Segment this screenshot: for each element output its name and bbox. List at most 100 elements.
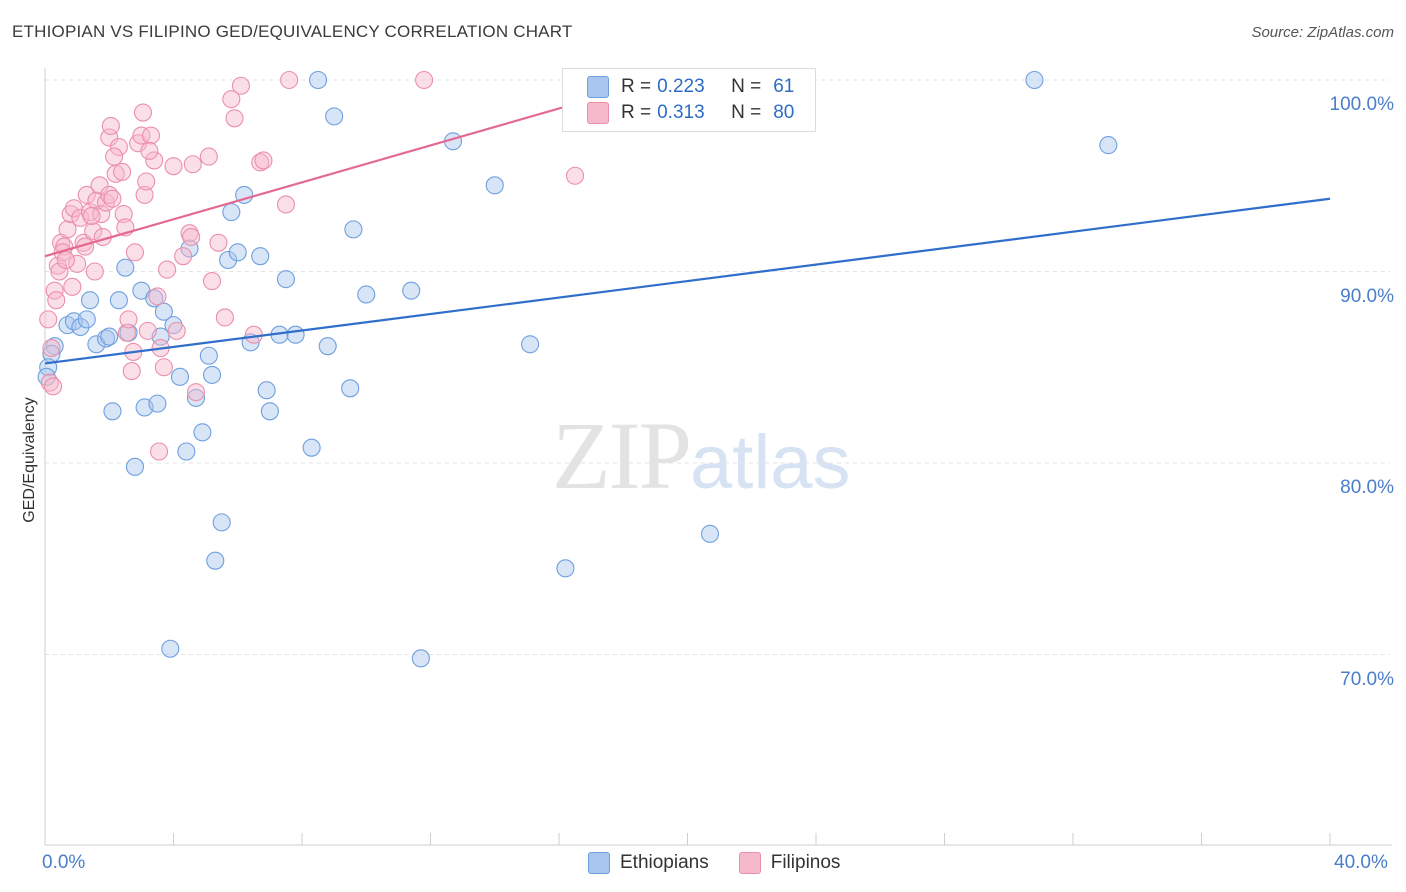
data-point-ethiopians [103, 402, 122, 421]
legend-label-filipinos: Filipinos [770, 852, 841, 873]
data-point-filipinos [68, 254, 87, 273]
data-point-filipinos [149, 442, 169, 461]
data-point-filipinos [167, 321, 186, 340]
data-point-filipinos [105, 147, 124, 166]
data-point-ethiopians [1025, 70, 1044, 90]
data-point-filipinos [199, 147, 218, 166]
y-tick-label: 80.0% [1340, 477, 1394, 498]
data-point-ethiopians [700, 524, 720, 543]
trend-line-ethiopians [44, 197, 1331, 365]
data-point-filipinos [77, 185, 96, 204]
data-point-filipinos [415, 70, 434, 90]
data-point-filipinos [42, 339, 61, 358]
data-point-filipinos [100, 128, 119, 147]
data-point-ethiopians [116, 258, 135, 277]
data-point-filipinos [47, 291, 66, 310]
y-tick-label: 100.0% [1329, 94, 1394, 115]
data-point-filipinos [133, 103, 153, 122]
data-point-ethiopians [212, 513, 231, 532]
data-point-ethiopians [302, 438, 321, 457]
data-point-ethiopians [109, 291, 128, 310]
data-point-filipinos [39, 310, 58, 329]
data-point-filipinos [566, 166, 585, 185]
data-point-filipinos [114, 205, 133, 224]
data-point-ethiopians [325, 107, 344, 126]
data-point-ethiopians [556, 559, 575, 578]
data-point-filipinos [244, 325, 263, 344]
legend-item-ethiopians[interactable]: Ethiopians [588, 852, 709, 874]
y-axis-label: GED/Equivalency [21, 397, 38, 523]
swatch-filipinos [587, 102, 609, 124]
data-point-filipinos [138, 321, 157, 340]
data-point-ethiopians [80, 291, 100, 310]
data-point-ethiopians [203, 365, 222, 384]
data-point-filipinos [90, 176, 109, 195]
data-point-filipinos [158, 260, 177, 279]
legend-swatch-ethiopians [588, 852, 610, 874]
data-point-ethiopians [402, 281, 421, 300]
data-point-filipinos [186, 383, 206, 402]
data-point-filipinos [45, 281, 64, 300]
data-point-filipinos [182, 227, 201, 247]
r-label: R = [621, 102, 652, 123]
data-point-ethiopians [100, 327, 119, 346]
data-point-ethiopians [309, 70, 328, 90]
data-point-filipinos [125, 243, 144, 262]
data-point-filipinos [154, 358, 173, 377]
data-point-ethiopians [228, 243, 247, 262]
legend-swatch-filipinos [738, 852, 761, 874]
data-point-ethiopians [164, 316, 183, 335]
data-point-ethiopians [260, 402, 279, 421]
data-point-ethiopians [125, 457, 144, 476]
data-point-ethiopians [177, 442, 196, 461]
data-point-filipinos [103, 189, 122, 208]
data-point-ethiopians [37, 367, 56, 386]
r-value: 0.313 [657, 102, 705, 123]
data-point-ethiopians [344, 220, 363, 239]
watermark-zip: ZIP [552, 402, 692, 509]
data-point-filipinos [117, 323, 136, 342]
data-point-filipinos [119, 310, 138, 329]
data-point-ethiopians [77, 310, 96, 329]
data-point-ethiopians [154, 302, 173, 321]
data-point-ethiopians [193, 423, 212, 442]
grid-lines [45, 79, 1390, 655]
data-point-ethiopians [276, 270, 295, 289]
n-value: 80 [773, 102, 795, 123]
data-point-filipinos [109, 137, 128, 157]
series-legend: Ethiopians Filipinos [588, 852, 870, 874]
legend-label-ethiopians: Ethiopians [620, 852, 709, 873]
data-point-filipinos [145, 151, 164, 170]
data-point-filipinos [71, 208, 90, 227]
data-point-filipinos [276, 195, 295, 214]
data-point-filipinos [137, 172, 156, 191]
data-point-ethiopians [357, 285, 376, 304]
data-point-filipinos [132, 126, 151, 145]
data-point-filipinos [183, 155, 202, 174]
data-point-filipinos [113, 162, 132, 181]
r-value: 0.223 [657, 76, 705, 97]
data-point-filipinos [222, 90, 241, 109]
data-point-ethiopians [186, 388, 206, 407]
data-point-filipinos [251, 153, 270, 172]
legend-item-filipinos[interactable]: Filipinos [738, 852, 841, 874]
data-point-filipinos [43, 377, 63, 396]
data-point-filipinos [58, 220, 77, 239]
data-point-ethiopians [411, 649, 430, 668]
data-point-filipinos [174, 247, 193, 266]
data-point-ethiopians [170, 367, 189, 386]
x-tick-label-max: 40.0% [1334, 852, 1388, 873]
data-point-ethiopians [251, 247, 270, 266]
data-point-ethiopians [1099, 136, 1118, 155]
data-point-ethiopians [199, 346, 218, 365]
data-point-filipinos [140, 141, 159, 160]
data-point-filipinos [61, 205, 80, 224]
data-point-filipinos [101, 116, 120, 136]
data-point-filipinos [231, 76, 251, 95]
data-point-filipinos [50, 262, 69, 281]
data-point-filipinos [203, 272, 222, 291]
data-point-ethiopians [318, 337, 337, 356]
stats-row-filipinos: R = 0.313 N = 80 [587, 101, 794, 125]
data-point-filipinos [56, 250, 75, 270]
stats-row-ethiopians: R = 0.223 N = 61 [587, 75, 794, 99]
